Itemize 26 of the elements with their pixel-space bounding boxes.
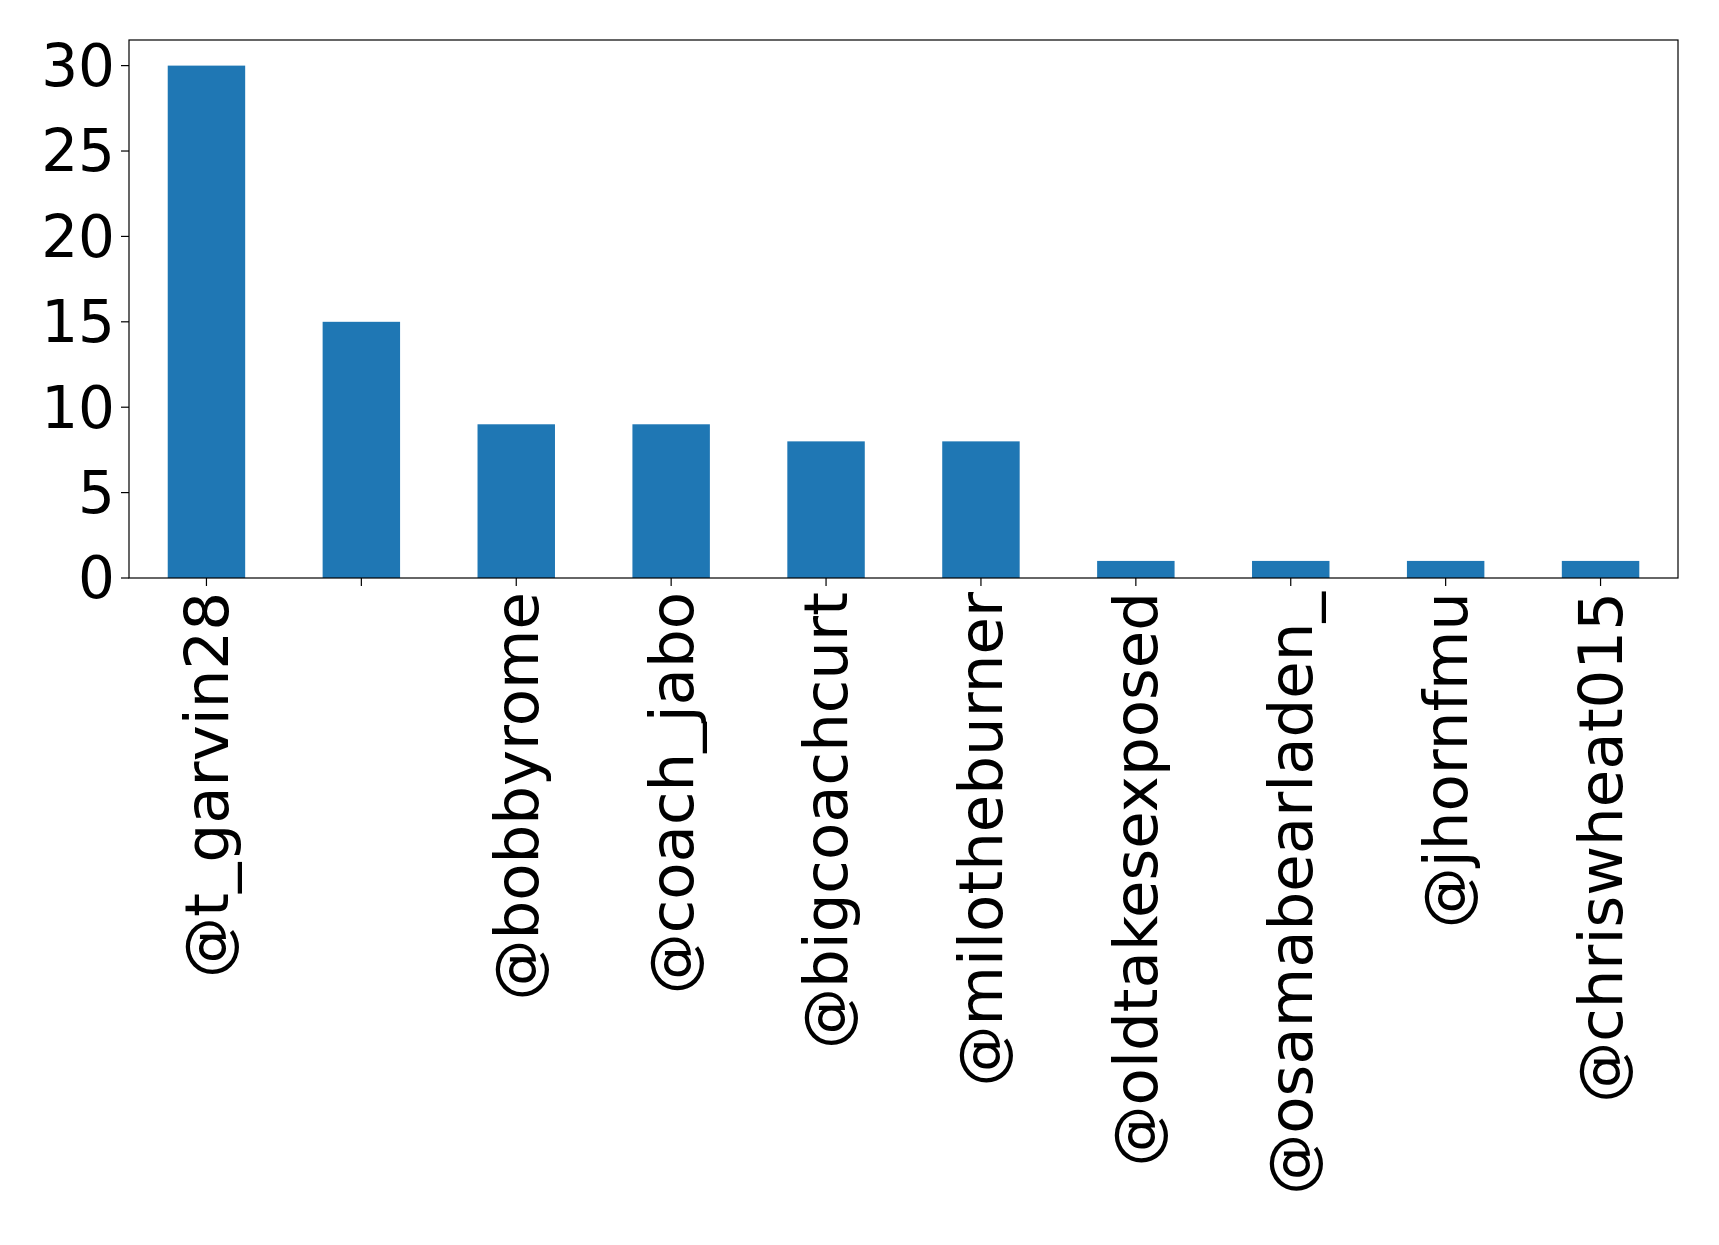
y-tick-label: 25 [41, 117, 115, 186]
bar [787, 441, 865, 578]
x-tick-label: @t_garvin28 [170, 592, 242, 978]
x-tick-label: @bigcoachcurt [790, 592, 862, 1050]
bar [1406, 560, 1485, 578]
bar [632, 424, 710, 578]
x-tick-label: @osamabearladen_ [1255, 590, 1327, 1195]
y-tick-label: 15 [41, 288, 115, 357]
y-tick-label: 5 [78, 458, 115, 527]
bar [322, 321, 401, 578]
y-tick-label: 30 [41, 31, 115, 100]
y-tick-label: 10 [41, 373, 115, 442]
x-tick-label: @milotheburner [945, 591, 1017, 1087]
x-tick-label: @chriswheat015 [1564, 592, 1636, 1103]
bar [1097, 560, 1175, 578]
x-tick-label: @oldtakesexposed [1100, 592, 1172, 1167]
y-tick-label: 0 [78, 544, 115, 613]
bar [1561, 560, 1640, 578]
bar [1252, 560, 1330, 578]
x-tick-label: @jhornfmu [1410, 592, 1481, 929]
bar [477, 424, 555, 578]
x-tick-label: @coach_jabo [635, 592, 707, 995]
y-tick-label: 20 [41, 202, 115, 271]
bar [942, 441, 1020, 578]
x-tick-label: @bobbyrome [480, 592, 552, 1001]
bar [167, 65, 246, 578]
